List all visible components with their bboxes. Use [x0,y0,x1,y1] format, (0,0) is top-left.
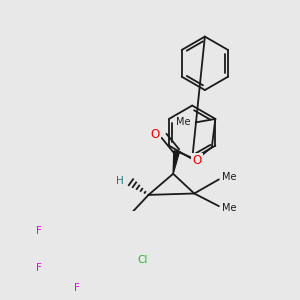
Text: Cl: Cl [137,255,148,265]
Text: F: F [36,263,42,273]
Text: H: H [116,176,124,186]
Text: F: F [74,283,80,293]
Text: Me: Me [222,172,237,182]
Text: O: O [192,154,202,167]
Text: O: O [151,128,160,141]
Text: Me: Me [176,117,190,128]
Text: Me: Me [222,202,237,213]
Text: F: F [36,226,42,236]
Polygon shape [173,151,179,174]
